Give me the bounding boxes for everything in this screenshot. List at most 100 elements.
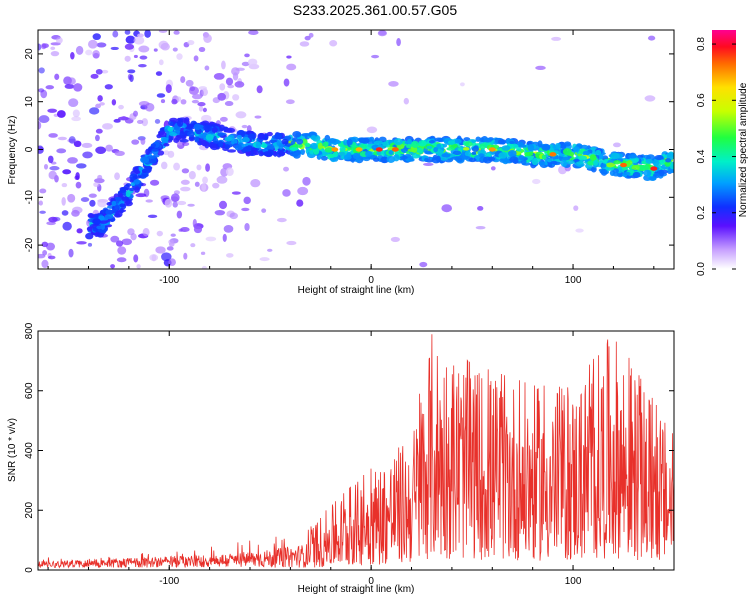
noise-blob: [124, 43, 135, 50]
spectrogram-ylabel: Frequency (Hz): [7, 116, 18, 185]
ridge-blob: [115, 196, 122, 202]
x-tick-label: 100: [565, 275, 582, 286]
noise-blob: [366, 126, 378, 134]
ridge-blob: [380, 150, 386, 156]
noise-blob: [160, 161, 168, 170]
ridge-blob: [562, 148, 572, 156]
noise-blob: [222, 233, 227, 242]
noise-blob: [248, 30, 259, 36]
noise-blob: [204, 65, 210, 71]
noise-blob: [133, 110, 138, 117]
ridge-blob: [289, 147, 298, 151]
ridge-blob: [462, 147, 470, 151]
ridge-blob: [665, 158, 672, 163]
noise-blob: [38, 67, 45, 74]
peak-blob: [391, 147, 399, 152]
noise-blob: [105, 144, 113, 152]
noise-blob: [173, 30, 180, 35]
ridge-blob: [106, 201, 112, 206]
noise-blob: [38, 115, 50, 124]
noise-blob: [67, 157, 78, 164]
ridge-blob: [111, 200, 117, 207]
noise-blob: [296, 199, 304, 207]
ridge-blob: [471, 142, 477, 147]
noise-blob: [297, 186, 309, 196]
noise-blob: [176, 200, 187, 206]
ridge-blob: [669, 163, 674, 170]
noise-blob: [89, 107, 100, 115]
ridge-blob: [471, 151, 477, 155]
noise-blob: [172, 47, 178, 52]
noise-blob: [329, 40, 338, 47]
peak-blob: [331, 147, 339, 152]
noise-blob: [205, 163, 210, 172]
noise-blob: [114, 150, 125, 157]
noise-blob: [202, 107, 207, 113]
noise-blob: [137, 33, 144, 38]
ridge-blob: [274, 132, 283, 140]
ridge-blob: [278, 150, 285, 157]
colorbar: 0.0 0.2 0.4 0.6 0.8 Normalized spectral ampl…: [696, 30, 749, 276]
noise-blob: [113, 118, 121, 123]
noise-blob: [95, 68, 103, 75]
noise-blob: [181, 168, 190, 174]
ridge-blob: [612, 168, 619, 174]
ridge-blob: [179, 130, 185, 138]
noise-blob: [68, 136, 76, 144]
noise-blob: [67, 193, 76, 203]
noise-blob: [90, 73, 99, 79]
noise-blob: [224, 101, 234, 107]
noise-blob: [441, 204, 453, 213]
ridge-blob: [104, 214, 114, 220]
ridge-blob: [346, 139, 353, 146]
ridge-blob: [163, 143, 170, 147]
ridge-blob: [346, 152, 352, 158]
ridge-blob: [560, 144, 567, 150]
noise-blob: [68, 98, 79, 108]
noise-blob: [168, 258, 176, 267]
peak-blob: [650, 166, 658, 171]
noise-blob: [180, 186, 191, 192]
ridge-blob: [393, 154, 400, 162]
noise-blob: [299, 41, 310, 47]
colorbar-label: Normalized spectral amplitude: [738, 82, 749, 217]
noise-blob: [147, 214, 158, 219]
noise-blob: [168, 239, 174, 245]
ridge-blob: [516, 146, 522, 152]
noise-blob: [575, 228, 584, 233]
ridge-blob: [290, 140, 296, 145]
noise-blob: [97, 95, 103, 102]
ridge-blob: [411, 140, 419, 149]
ridge-blob: [211, 126, 218, 133]
ridge-blob: [509, 140, 515, 145]
ridge-blob: [184, 117, 190, 123]
noise-blob: [261, 208, 267, 213]
ridge-blob: [649, 176, 657, 181]
noise-blob: [97, 174, 103, 181]
noise-blob: [92, 33, 101, 41]
noise-blob: [241, 61, 250, 67]
noise-blob: [423, 162, 434, 166]
noise-blob: [95, 128, 103, 134]
noise-blob: [142, 228, 150, 237]
noise-blob: [170, 193, 180, 202]
noise-blob: [201, 183, 207, 192]
ridge-blob: [99, 220, 108, 224]
ridge-blob: [243, 146, 252, 152]
noise-blob: [213, 73, 225, 80]
ridge-blob: [630, 158, 639, 163]
noise-blob: [75, 45, 84, 55]
noise-blob: [193, 55, 199, 62]
noise-blob: [93, 182, 100, 188]
x-tick-label: -100: [159, 275, 179, 286]
ridge-blob: [92, 218, 101, 225]
noise-blob: [171, 98, 178, 105]
y-tick-label: 0: [24, 567, 35, 573]
noise-blob: [216, 175, 228, 184]
noise-blob: [138, 64, 147, 68]
ridge-blob: [479, 143, 486, 150]
noise-blob: [535, 65, 546, 71]
ridge-blob: [488, 156, 496, 162]
ridge-blob: [600, 168, 608, 176]
